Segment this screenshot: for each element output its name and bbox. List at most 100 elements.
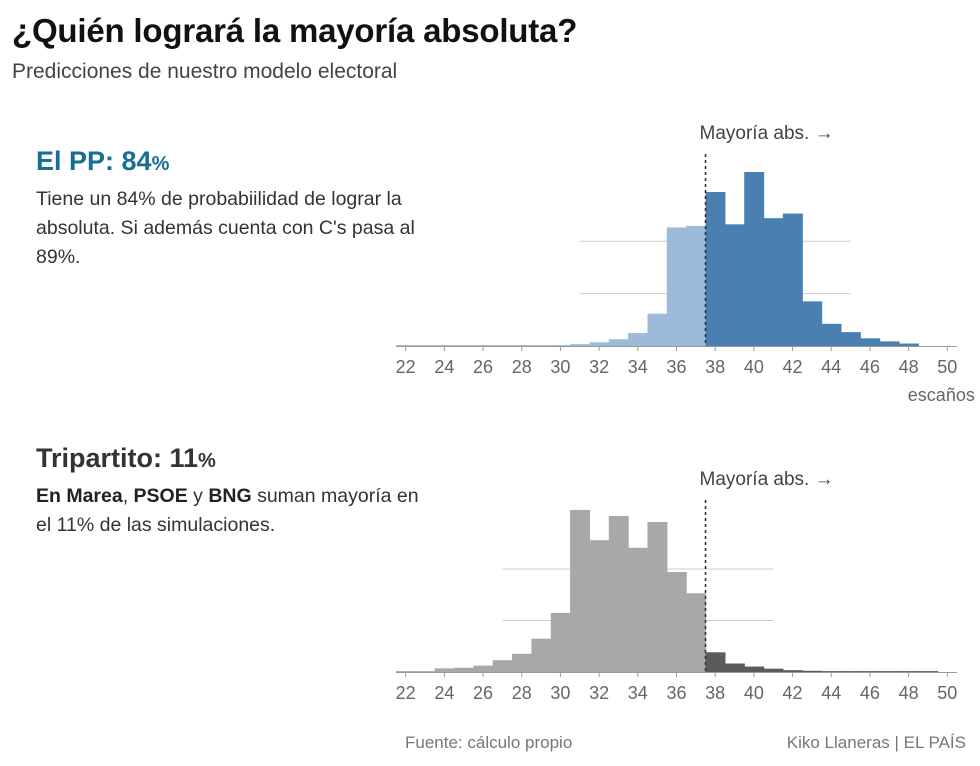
pp-heading-value: 84 [121,146,152,176]
tripartito-bar-26 [473,665,494,672]
pp-bar-43 [802,301,823,346]
tripartito-seat-histogram: Mayoría abs. → 22 24 26 28 30 32 34 36 38 40 42 44 46… [396,469,958,703]
tripartito-description-rest: suman mayoría en el 11% de las simulacio… [36,485,419,536]
tripartito-heading-name: Tripartito: [36,443,170,473]
tripartito-tick-label-50: 50 [937,683,957,703]
footer-credit: Kiko Llaneras | EL PAÍS [786,733,966,752]
pp-tick-label-38: 38 [705,357,725,377]
pp-tick-label-22: 22 [396,357,416,377]
pp-tick-label-44: 44 [821,357,841,377]
pp-bar-35 [647,313,668,346]
pp-bar-45 [840,332,861,346]
pp-tick-label-24: 24 [434,357,454,377]
tripartito-tick-label-32: 32 [589,683,609,703]
tripartito-bar-46 [860,671,881,672]
tripartito-heading: Tripartito: 11% [36,443,216,474]
tripartito-bar-40 [744,666,765,672]
party-psoe: PSOE [133,485,188,507]
pp-heading-name: El PP: [36,146,122,176]
tripartito-majority-label: Mayoría abs. → [700,469,834,490]
pp-bar-47 [879,341,900,346]
tripartito-bar-47 [879,671,900,672]
pp-heading-pct: % [151,153,170,175]
pp-bar-26 [473,345,494,346]
tripartito-bar-30 [550,612,571,672]
tripartito-bar-32 [589,540,610,672]
tripartito-bar-28 [512,653,533,672]
tripartito-tick-label-38: 38 [705,683,725,703]
tripartito-bar-49 [918,671,939,672]
party-en-marea: En Marea [36,485,123,507]
separator-2: y [187,485,209,507]
tripartito-bar-39 [724,663,745,672]
pp-bar-40 [744,171,765,346]
pp-bar-29 [531,345,552,346]
pp-bar-28 [512,345,533,346]
pp-heading: El PP: 84% [36,146,169,177]
tripartito-bar-23 [415,671,436,672]
pp-tick-label-48: 48 [899,357,919,377]
tripartito-tick-label-28: 28 [512,683,532,703]
tripartito-bar-34 [628,547,649,672]
tripartito-tick-label-36: 36 [666,683,686,703]
pp-tick-label-46: 46 [860,357,880,377]
tripartito-tick-label-42: 42 [783,683,803,703]
tripartito-bar-29 [531,638,552,672]
pp-bar-36 [666,227,687,346]
tripartito-tick-label-34: 34 [628,683,648,703]
pp-tick-label-28: 28 [512,357,532,377]
pp-bar-23 [415,345,436,346]
tripartito-bar-25 [454,667,474,672]
pp-bar-37 [686,225,707,346]
pp-bar-46 [860,338,881,346]
pp-bar-42 [782,213,803,346]
pp-bar-34 [628,333,649,346]
tripartito-bar-38 [705,652,726,672]
pp-bar-39 [724,224,745,346]
pp-bar-41 [763,218,784,346]
pp-xlabel: escaños [908,385,975,405]
pp-bar-27 [492,345,513,346]
tripartito-bar-27 [492,660,513,672]
pp-bar-24 [434,345,455,346]
pp-tick-label-32: 32 [589,357,609,377]
pp-tick-label-30: 30 [550,357,570,377]
pp-tick-label-50: 50 [937,357,957,377]
tripartito-bar-36 [666,572,687,672]
pp-bar-25 [454,345,474,346]
footer-source: Fuente: cálculo propio [405,733,573,752]
tripartito-tick-label-26: 26 [473,683,493,703]
tripartito-bar-42 [782,670,803,672]
tripartito-bar-35 [647,522,668,672]
pp-majority-label: Mayoría abs. → [700,123,834,144]
tripartito-tick-label-30: 30 [550,683,570,703]
tripartito-bar-45 [840,671,861,672]
pp-tick-label-42: 42 [783,357,803,377]
tripartito-heading-value: 11 [169,443,199,473]
pp-tick-label-40: 40 [744,357,764,377]
pp-tick-label-34: 34 [628,357,648,377]
pp-tick-label-36: 36 [666,357,686,377]
chart-subtitle: Predicciones de nuestro modelo electoral [12,60,398,83]
tripartito-bar-41 [763,668,784,672]
pp-bar-44 [821,323,842,346]
pp-bar-32 [589,342,610,346]
pp-bar-31 [570,344,591,346]
pp-bar-48 [898,343,919,346]
tripartito-heading-pct: % [198,450,216,472]
pp-description: Tiene un 84% de probabiilidad de lograr … [36,188,415,268]
tripartito-bar-31 [570,509,591,672]
tripartito-bar-22 [396,671,416,672]
tripartito-bar-44 [821,671,842,672]
pp-bar-30 [550,345,571,346]
party-bng: BNG [208,485,252,507]
pp-bar-33 [608,339,629,346]
tripartito-tick-label-40: 40 [744,683,764,703]
tripartito-description: En Marea, PSOE y BNG suman mayoría en el… [36,482,426,540]
tripartito-bar-37 [686,593,707,672]
pp-seat-histogram: Mayoría abs. → 22 24 26 28 30 32 34 36 38 40 42 44 46… [396,123,975,405]
tripartito-bar-24 [434,668,455,672]
tripartito-bar-48 [898,671,919,672]
pp-bar-22 [396,345,416,346]
tripartito-tick-label-22: 22 [396,683,416,703]
